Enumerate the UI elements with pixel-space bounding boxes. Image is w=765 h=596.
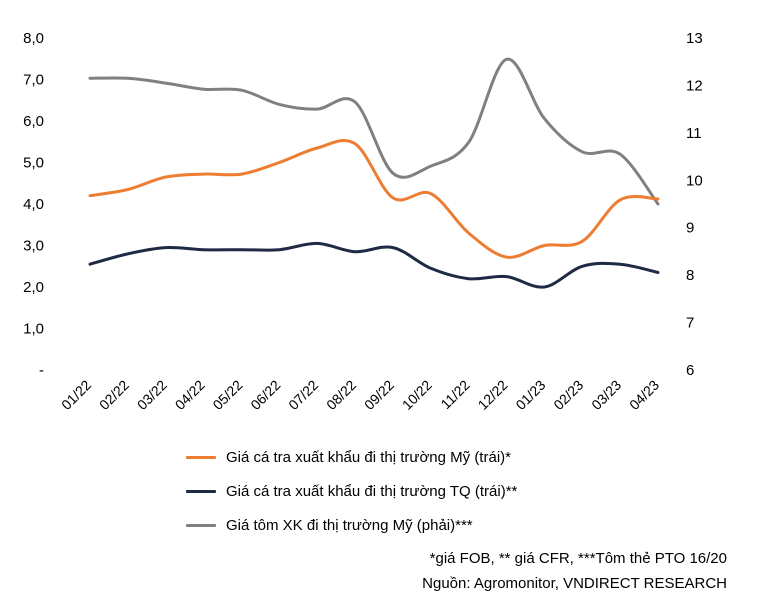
- x-tick-label: 05/22: [209, 377, 245, 413]
- right-tick-label: 12: [686, 77, 703, 94]
- legend-swatch-my: [186, 455, 216, 459]
- legend-item-tq: Giá cá tra xuất khẩu đi thị trường TQ (t…: [186, 474, 517, 508]
- legend-swatch-tq: [186, 489, 216, 493]
- chart: - 1,0 2,0 3,0 4,0 5,0 6,0 7,0 8,0 6 7 8 9 10 11 12 13 01/…: [23, 30, 703, 413]
- right-tick-label: 13: [686, 30, 703, 47]
- x-tick-label: 03/23: [588, 377, 624, 413]
- series-line-ca-tra-tq: [88, 241, 660, 289]
- legend-swatch-shrimp: [186, 523, 216, 527]
- x-tick-label: 02/23: [550, 377, 586, 413]
- left-tick-label: 1,0: [23, 321, 44, 338]
- left-tick-label: 3,0: [23, 238, 44, 255]
- x-tick-label: 04/22: [172, 377, 208, 413]
- left-tick-label: 8,0: [23, 30, 44, 47]
- x-tick-label: 03/22: [134, 377, 170, 413]
- right-tick-label: 10: [686, 172, 703, 189]
- right-tick-label: 6: [686, 362, 694, 379]
- price-note: *giá FOB, ** giá CFR, ***Tôm thẻ PTO 16/…: [429, 550, 727, 567]
- x-tick-label: 08/22: [323, 377, 359, 413]
- x-tick-label: 04/23: [626, 377, 662, 413]
- left-tick-label: 7,0: [23, 72, 44, 89]
- source-note: Nguồn: Agromonitor, VNDIRECT RESEARCH: [422, 575, 727, 592]
- x-tick-label: 01/23: [512, 377, 548, 413]
- legend-item-shrimp: Giá tôm XK đi thị trường Mỹ (phải)***: [186, 508, 517, 542]
- series-line-ca-tra-my: [88, 139, 660, 259]
- x-tick-label: 06/22: [247, 377, 283, 413]
- right-tick-label: 8: [686, 267, 694, 284]
- left-tick-label: 4,0: [23, 196, 44, 213]
- x-tick-label: 09/22: [361, 377, 397, 413]
- right-tick-label: 9: [686, 220, 694, 237]
- left-tick-label: 2,0: [23, 279, 44, 296]
- right-tick-label: 7: [686, 315, 694, 332]
- x-tick-label: 10/22: [399, 377, 435, 413]
- right-tick-label: 11: [686, 125, 702, 142]
- legend-label-shrimp: Giá tôm XK đi thị trường Mỹ (phải)***: [226, 516, 473, 534]
- legend: Giá cá tra xuất khẩu đi thị trường Mỹ (t…: [186, 440, 517, 542]
- legend-label-tq: Giá cá tra xuất khẩu đi thị trường TQ (t…: [226, 482, 518, 500]
- left-tick-label: 6,0: [23, 113, 44, 130]
- x-tick-label: 07/22: [285, 377, 321, 413]
- legend-label-my: Giá cá tra xuất khẩu đi thị trường Mỹ (t…: [226, 448, 511, 466]
- legend-item-my: Giá cá tra xuất khẩu đi thị trường Mỹ (t…: [186, 440, 517, 474]
- x-tick-label: 02/22: [96, 377, 132, 413]
- left-tick-label: -: [39, 362, 44, 379]
- x-tick-label: 11/22: [437, 377, 473, 413]
- footnotes: *giá FOB, ** giá CFR, ***Tôm thẻ PTO 16/…: [422, 546, 727, 596]
- series-line-tom-my: [88, 57, 660, 206]
- x-tick-label: 12/22: [475, 377, 511, 413]
- left-tick-label: 5,0: [23, 155, 44, 172]
- x-tick-label: 01/22: [58, 377, 94, 413]
